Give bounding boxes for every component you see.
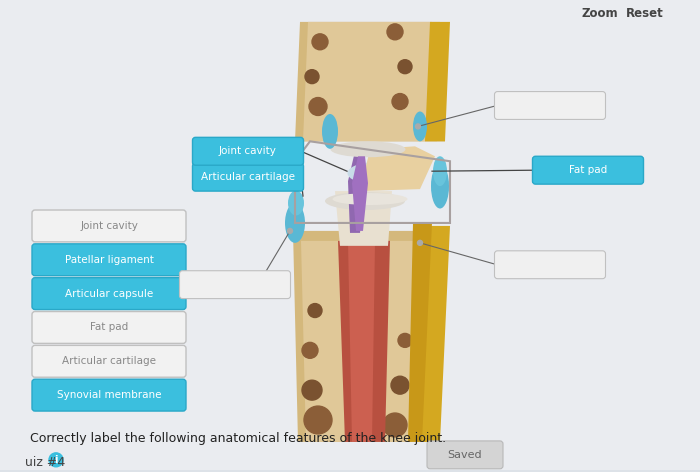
Circle shape: [398, 60, 412, 74]
FancyBboxPatch shape: [32, 210, 186, 242]
Text: Patellar ligament: Patellar ligament: [64, 255, 153, 265]
Text: Articular cartilage: Articular cartilage: [62, 356, 156, 366]
FancyBboxPatch shape: [32, 278, 186, 310]
Circle shape: [416, 124, 421, 129]
Polygon shape: [420, 226, 450, 442]
Ellipse shape: [322, 114, 338, 149]
Text: i: i: [55, 455, 57, 465]
Circle shape: [391, 376, 409, 394]
Text: Articular cartilage: Articular cartilage: [201, 172, 295, 182]
Text: uiz #4: uiz #4: [25, 456, 65, 469]
FancyBboxPatch shape: [32, 379, 186, 411]
Circle shape: [398, 333, 412, 347]
Circle shape: [309, 98, 327, 116]
Polygon shape: [335, 191, 392, 246]
Polygon shape: [301, 241, 432, 442]
Ellipse shape: [285, 203, 305, 243]
Text: Saved: Saved: [448, 450, 482, 460]
Polygon shape: [338, 241, 390, 442]
Text: Fat pad: Fat pad: [90, 322, 128, 332]
Circle shape: [302, 380, 322, 400]
Circle shape: [392, 93, 408, 110]
Ellipse shape: [330, 141, 405, 157]
Circle shape: [387, 24, 403, 40]
Text: Fat pad: Fat pad: [569, 165, 607, 175]
Ellipse shape: [288, 191, 304, 216]
Text: Reset: Reset: [626, 8, 664, 20]
Polygon shape: [295, 22, 445, 141]
Ellipse shape: [347, 162, 402, 184]
Polygon shape: [425, 22, 450, 141]
Polygon shape: [348, 152, 365, 233]
FancyBboxPatch shape: [427, 441, 503, 469]
Polygon shape: [360, 146, 435, 191]
Ellipse shape: [431, 164, 449, 209]
Text: Synovial membrane: Synovial membrane: [57, 390, 161, 400]
Polygon shape: [303, 22, 437, 141]
Polygon shape: [352, 156, 368, 231]
FancyBboxPatch shape: [193, 163, 304, 191]
Ellipse shape: [325, 192, 405, 210]
FancyBboxPatch shape: [32, 244, 186, 276]
Text: Zoom: Zoom: [582, 8, 618, 20]
Circle shape: [383, 413, 407, 437]
Ellipse shape: [413, 111, 427, 141]
FancyBboxPatch shape: [533, 156, 643, 184]
FancyBboxPatch shape: [32, 312, 186, 343]
Polygon shape: [348, 241, 375, 442]
FancyBboxPatch shape: [494, 251, 606, 278]
FancyBboxPatch shape: [193, 137, 304, 165]
Circle shape: [302, 342, 318, 358]
Circle shape: [305, 70, 319, 84]
Circle shape: [49, 453, 63, 467]
FancyBboxPatch shape: [179, 271, 290, 299]
Circle shape: [312, 34, 328, 50]
Circle shape: [288, 228, 293, 233]
FancyBboxPatch shape: [494, 92, 606, 119]
Polygon shape: [408, 223, 432, 442]
Ellipse shape: [433, 156, 447, 186]
Circle shape: [304, 406, 332, 434]
FancyBboxPatch shape: [32, 346, 186, 377]
Text: Joint cavity: Joint cavity: [219, 146, 277, 156]
Circle shape: [417, 240, 423, 245]
Ellipse shape: [332, 193, 407, 205]
Text: Correctly label the following anatomical features of the knee joint.: Correctly label the following anatomical…: [30, 432, 446, 445]
Text: Joint cavity: Joint cavity: [80, 221, 138, 231]
Text: Articular capsule: Articular capsule: [65, 288, 153, 299]
Circle shape: [308, 303, 322, 318]
Polygon shape: [293, 231, 440, 442]
